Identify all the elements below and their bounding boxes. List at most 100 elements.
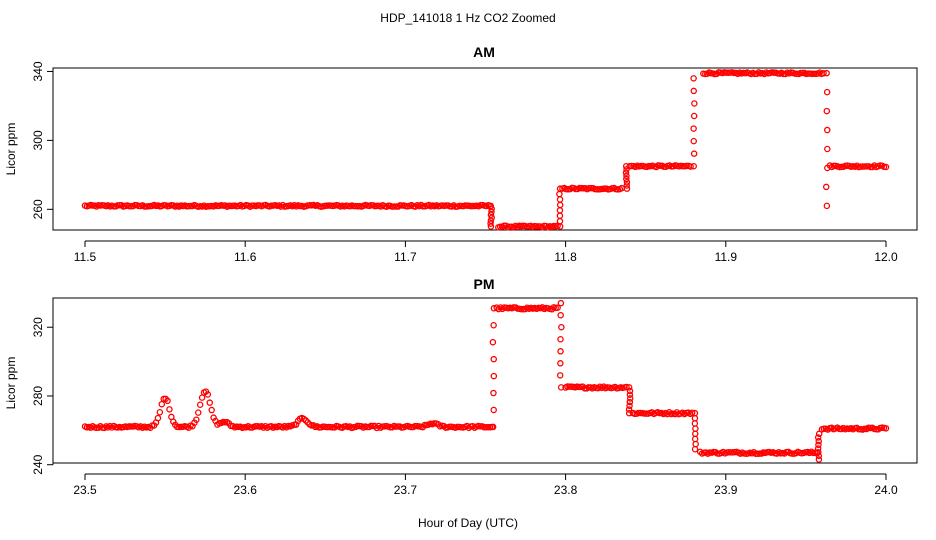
pm-data-point — [489, 338, 497, 346]
am-data-point — [622, 169, 630, 176]
pm-data-point — [626, 395, 634, 402]
pm-y-tick-label: 320 — [31, 317, 45, 337]
pm-data-point — [625, 384, 633, 391]
pm-data-point — [692, 430, 699, 438]
am-data-point — [488, 205, 495, 213]
am-axes: 11.5 11.6 11.7 11.8 11.9 12.0 260 300 340 — [31, 61, 898, 264]
am-data-point — [623, 185, 631, 192]
am-data-point — [556, 190, 563, 198]
am-data-point — [691, 100, 698, 107]
pm-data-point — [626, 387, 634, 395]
am-x-tick-label: 11.6 — [234, 250, 257, 264]
am-panel: AM Licor ppm 11.5 11.6 11.7 11.8 11.9 12.0 260… — [4, 44, 918, 264]
pm-data-point — [815, 448, 822, 456]
am-data-point — [690, 150, 698, 157]
pm-plot-frame — [52, 297, 918, 464]
pm-data-point — [490, 372, 498, 380]
pm-y-tick-label: 280 — [31, 386, 45, 406]
am-data-point — [556, 185, 564, 192]
pm-data-point — [557, 348, 564, 355]
pm-x-tick-label: 23.6 — [234, 483, 258, 497]
am-data-point — [623, 175, 630, 183]
pm-data-point — [688, 409, 696, 417]
am-data-point — [822, 183, 830, 191]
am-data-point — [622, 162, 630, 170]
am-data-point — [623, 178, 631, 186]
pm-x-tick-label: 23.7 — [394, 483, 418, 497]
am-y-axis-label: Licor ppm — [4, 123, 18, 176]
pm-data-point — [815, 430, 823, 438]
pm-data-point — [556, 372, 564, 379]
pm-data-point — [815, 441, 822, 449]
pm-x-tick-label: 23.8 — [554, 483, 578, 497]
pm-data-point — [692, 425, 699, 432]
pm-data-point — [815, 437, 822, 445]
pm-data-point — [158, 400, 166, 408]
am-data-point — [823, 69, 830, 77]
am-x-tick-label: 11.8 — [554, 250, 577, 264]
pm-data-point — [626, 391, 634, 398]
pm-data-point — [557, 360, 564, 367]
pm-y-tick-label: 240 — [31, 454, 45, 474]
am-data-point — [690, 162, 697, 170]
pm-data-point — [554, 304, 561, 311]
am-data-point — [824, 145, 831, 153]
am-data-point — [487, 217, 495, 224]
am-data-point — [487, 211, 495, 218]
am-data-point — [824, 164, 831, 172]
am-data-point — [823, 107, 831, 115]
am-data-point — [556, 212, 564, 219]
pm-data-point — [166, 406, 173, 413]
pm-data-point — [196, 401, 204, 408]
pm-data-point — [193, 416, 200, 423]
pm-data-point — [691, 415, 699, 422]
pm-x-tick-label: 24.0 — [874, 483, 898, 497]
am-x-tick-label: 11.7 — [394, 250, 417, 264]
pm-data-point — [490, 406, 497, 414]
figure-title: HDP_141018 1 Hz CO2 Zoomed — [380, 11, 555, 25]
am-data-point — [556, 196, 564, 203]
am-data-point — [820, 69, 827, 77]
pm-data-point — [691, 420, 699, 427]
pm-data-point — [490, 321, 497, 329]
am-x-tick-label: 11.9 — [715, 250, 738, 264]
pm-data-point — [692, 440, 699, 448]
am-data-point — [487, 202, 495, 210]
pm-x-tick-label: 23.9 — [714, 483, 738, 497]
am-data-point — [488, 214, 495, 221]
am-data-point — [556, 201, 564, 209]
am-y-tick-label: 260 — [31, 199, 45, 219]
pm-axes: 23.5 23.6 23.7 23.8 23.9 24.0 240 280 320 — [31, 317, 898, 497]
am-data-point — [690, 112, 698, 120]
am-data-point — [623, 166, 630, 173]
pm-data-point — [626, 402, 633, 410]
pm-data-point — [489, 423, 497, 431]
am-data-point — [623, 172, 630, 180]
pm-data-point — [557, 335, 564, 343]
am-y-tick-label: 340 — [31, 61, 45, 81]
pm-data-point — [623, 383, 630, 391]
pm-data-point — [198, 394, 206, 401]
pm-data-point — [626, 398, 634, 406]
pm-data-point — [194, 409, 202, 416]
pm-data-point — [625, 406, 633, 413]
am-data-point — [487, 220, 494, 227]
pm-data-point — [206, 399, 214, 406]
am-y-tick-label: 300 — [31, 130, 45, 150]
pm-data-point — [814, 434, 822, 441]
am-panel-title: AM — [473, 44, 495, 60]
am-data-point — [690, 137, 697, 145]
pm-data-point — [490, 305, 498, 312]
pm-data-point — [154, 414, 162, 422]
pm-x-tick-label: 23.5 — [73, 483, 97, 497]
pm-data-point — [156, 408, 164, 416]
pm-data-point — [557, 299, 565, 307]
am-data-point — [823, 202, 831, 210]
am-data-point — [556, 207, 564, 214]
pm-data-point — [490, 355, 497, 363]
am-data-point — [690, 125, 697, 132]
am-data-point — [823, 88, 831, 96]
pm-data-points — [81, 299, 890, 463]
pm-data-point — [691, 445, 699, 453]
